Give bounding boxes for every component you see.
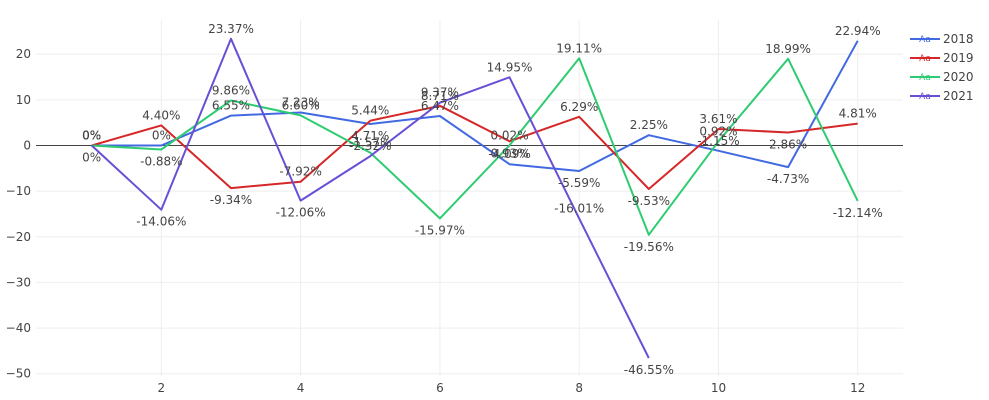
data-label: -16.01% xyxy=(554,202,604,216)
legend-label: 2019 xyxy=(943,51,974,65)
legend-label: 2018 xyxy=(943,32,974,46)
data-label: -14.06% xyxy=(136,215,186,229)
data-label: 5.44% xyxy=(351,104,389,118)
data-label: 4.81% xyxy=(839,107,877,121)
series-line-2019 xyxy=(91,104,858,190)
x-tick-label: 12 xyxy=(850,381,865,395)
data-label: -4.73% xyxy=(767,172,809,186)
y-tick-label: 20 xyxy=(16,47,31,61)
y-tick-label: −50 xyxy=(6,367,31,381)
legend[interactable]: Aa 2018 Aa 2019 Aa 2020 Aa 2021 xyxy=(910,32,974,103)
data-label: -12.06% xyxy=(276,206,326,220)
legend-symbol: Aa xyxy=(919,92,931,102)
data-label: 0.02% xyxy=(490,128,528,142)
series-line-2018 xyxy=(91,40,859,172)
data-label: 0% xyxy=(82,129,101,143)
data-label: 7.23% xyxy=(282,96,320,110)
series-lines xyxy=(91,37,859,359)
x-tick-label: 2 xyxy=(158,381,166,395)
legend-symbol: Aa xyxy=(919,54,931,64)
y-tick-label: −40 xyxy=(6,321,31,335)
data-label: -12.14% xyxy=(833,206,883,220)
x-tick-label: 4 xyxy=(297,381,305,395)
data-labels: 0% 0% 6.55% 7.23% 4.71% 6.47% -4.09% -5.59% 2.25… xyxy=(82,22,883,377)
data-label: -15.97% xyxy=(415,223,465,237)
data-label: -5.59% xyxy=(558,176,600,190)
data-label: 9.37% xyxy=(421,86,459,100)
data-label: 4.71% xyxy=(351,129,389,143)
data-label: 22.94% xyxy=(835,24,881,38)
data-label: -1.57% xyxy=(349,136,391,150)
legend-label: 2020 xyxy=(943,70,974,84)
x-tick-label: 8 xyxy=(575,381,583,395)
data-label: -9.34% xyxy=(210,193,252,207)
data-label: 2.25% xyxy=(630,118,668,132)
series-line-2021 xyxy=(91,37,650,359)
data-label: 19.11% xyxy=(556,41,602,55)
data-label: -2.32% xyxy=(349,139,391,153)
data-label: 6.47% xyxy=(421,99,459,113)
data-label: 23.37% xyxy=(208,22,254,36)
x-tick-label: 10 xyxy=(711,381,726,395)
legend-symbol: Aa xyxy=(919,35,931,45)
legend-item-2020[interactable]: Aa 2020 xyxy=(910,70,974,84)
data-label: 6.29% xyxy=(560,100,598,114)
data-label: -7.92% xyxy=(279,165,321,179)
data-label: 0% xyxy=(82,151,101,165)
data-label: -0.88% xyxy=(140,155,182,169)
data-label: -9.53% xyxy=(628,194,670,208)
data-label: 4.40% xyxy=(142,108,180,122)
data-label: -4.09% xyxy=(488,147,530,161)
y-tick-label: −30 xyxy=(6,275,31,289)
x-tick-label: 6 xyxy=(436,381,444,395)
data-label: -46.55% xyxy=(624,363,674,377)
data-label: -19.56% xyxy=(624,240,674,254)
data-label: 14.95% xyxy=(487,60,533,74)
series-line-2020 xyxy=(91,57,859,236)
data-label: 6.55% xyxy=(212,99,250,113)
y-tick-label: −20 xyxy=(6,230,31,244)
y-tick-label: −10 xyxy=(6,184,31,198)
data-label: 9.86% xyxy=(212,84,250,98)
data-label: 0% xyxy=(82,129,101,143)
data-label: 0.93% xyxy=(490,146,528,160)
y-tick-label: 10 xyxy=(16,93,31,107)
data-label: 0% xyxy=(82,129,101,143)
legend-item-2018[interactable]: Aa 2018 xyxy=(910,32,974,46)
data-label: -1.15% xyxy=(697,134,739,148)
y-tick-label: 0 xyxy=(23,139,31,153)
legend-label: 2021 xyxy=(943,89,974,103)
axes: 2 4 6 8 10 12 20 10 0 −10 −20 −30 −40 −50 xyxy=(6,47,903,395)
data-label: 0% xyxy=(152,129,171,143)
data-label: 6.60% xyxy=(282,98,320,112)
legend-symbol: Aa xyxy=(919,73,931,83)
data-label: 3.61% xyxy=(699,112,737,126)
legend-item-2019[interactable]: Aa 2019 xyxy=(910,51,974,65)
legend-item-2021[interactable]: Aa 2021 xyxy=(910,89,974,103)
data-label: 0.92% xyxy=(699,124,737,138)
data-label: 8.71% xyxy=(421,89,459,103)
data-label: 18.99% xyxy=(765,42,811,56)
data-label: 2.86% xyxy=(769,137,807,151)
grid xyxy=(36,20,903,376)
